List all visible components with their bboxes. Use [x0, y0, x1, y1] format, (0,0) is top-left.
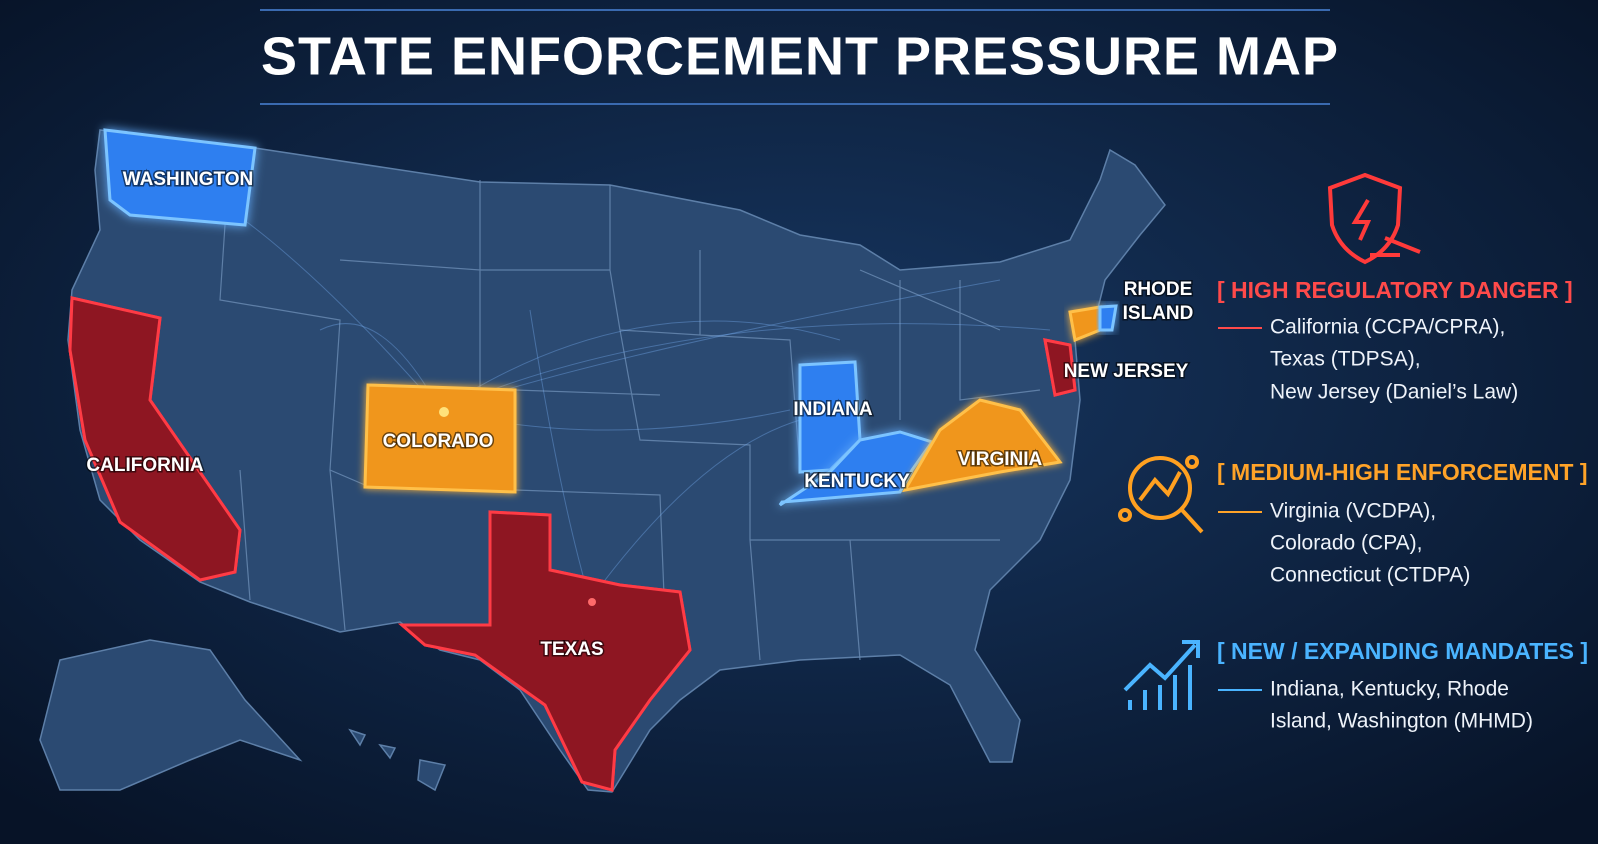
colorado [363, 383, 517, 494]
washington [103, 128, 257, 227]
legend-item: Virginia (VCDPA), [1270, 500, 1436, 523]
legend-item: New Jersey (Daniel’s Law) [1270, 381, 1518, 404]
legend: [ HIGH REGULATORY DANGER ] California (C… [1118, 172, 1588, 733]
mainland [67, 129, 1166, 793]
legend-item: California (CCPA/CPRA), [1270, 316, 1505, 339]
growth-icon [1123, 640, 1200, 710]
alaska [39, 639, 303, 791]
legend-heading: [ MEDIUM-HIGH ENFORCEMENT ] [1217, 459, 1588, 485]
state-label: RHODE [1124, 279, 1193, 300]
virginia [902, 398, 1063, 493]
state-label: NEW JERSEY [1064, 361, 1189, 382]
california [68, 296, 242, 582]
legend-heading: [ HIGH REGULATORY DANGER ] [1217, 277, 1573, 303]
state-label: ISLAND [1123, 303, 1194, 324]
shield-icon [1327, 172, 1421, 265]
legend-item: Island, Washington (MHMD) [1270, 710, 1533, 733]
state-label: VIRGINIA [958, 449, 1043, 470]
state-label: KENTUCKY [804, 471, 910, 492]
legend-item: Colorado (CPA), [1270, 532, 1423, 555]
legend-item: Connecticut (CTDPA) [1270, 564, 1470, 587]
title: STATE ENFORCEMENT PRESSURE MAP [261, 26, 1339, 86]
rhode-island [1098, 304, 1118, 332]
legend-item: Texas (TDPSA), [1270, 348, 1421, 371]
hub-dot [439, 407, 449, 417]
legend-heading: [ NEW / EXPANDING MANDATES ] [1217, 638, 1588, 664]
state-label: TEXAS [540, 639, 603, 660]
legend-item: Indiana, Kentucky, Rhode [1270, 678, 1509, 701]
us-map [39, 128, 1166, 793]
state-label: CALIFORNIA [86, 455, 203, 476]
state-label: INDIANA [793, 399, 872, 420]
texas [397, 510, 692, 792]
network-arcs [199, 189, 1051, 601]
magnifier-icon [1118, 455, 1204, 534]
state-label: WASHINGTON [123, 169, 254, 190]
state-label: COLORADO [383, 431, 494, 452]
state-borders [219, 149, 1041, 661]
new-jersey [1043, 338, 1077, 397]
hub-dot [588, 598, 596, 606]
hawaii [348, 728, 447, 792]
